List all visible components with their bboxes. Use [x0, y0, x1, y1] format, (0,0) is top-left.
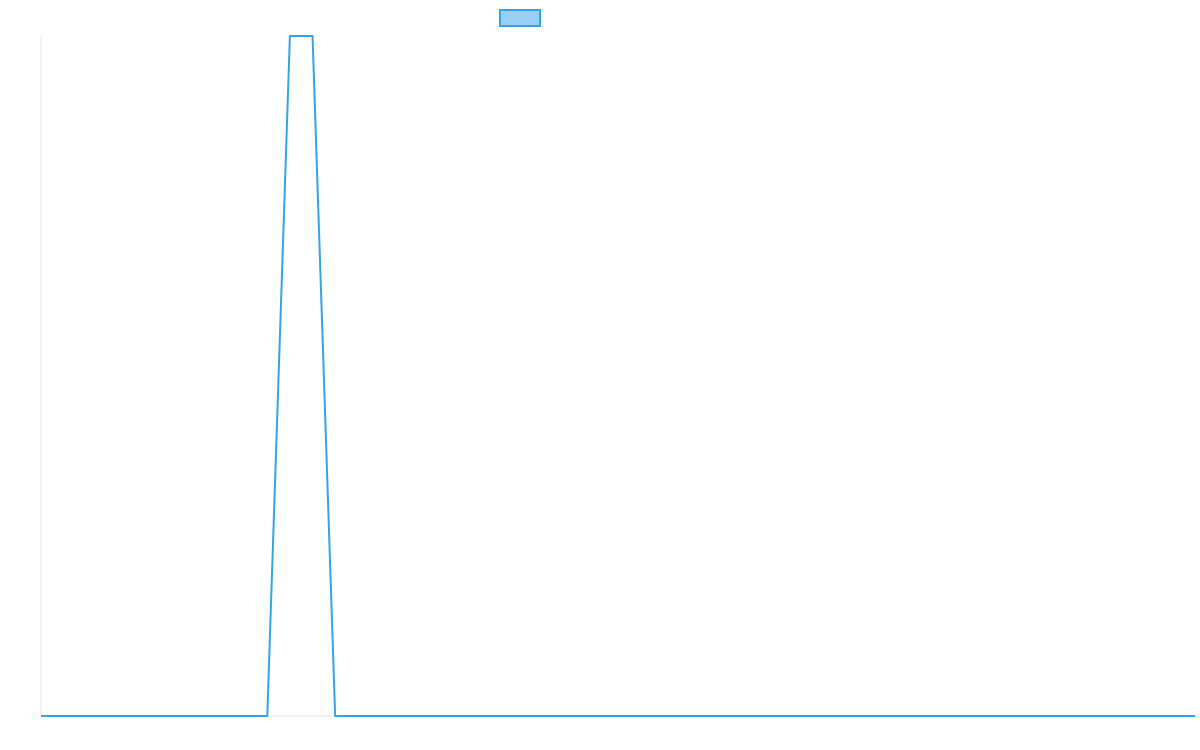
line-series [41, 35, 1195, 717]
legend-swatch [499, 9, 541, 27]
